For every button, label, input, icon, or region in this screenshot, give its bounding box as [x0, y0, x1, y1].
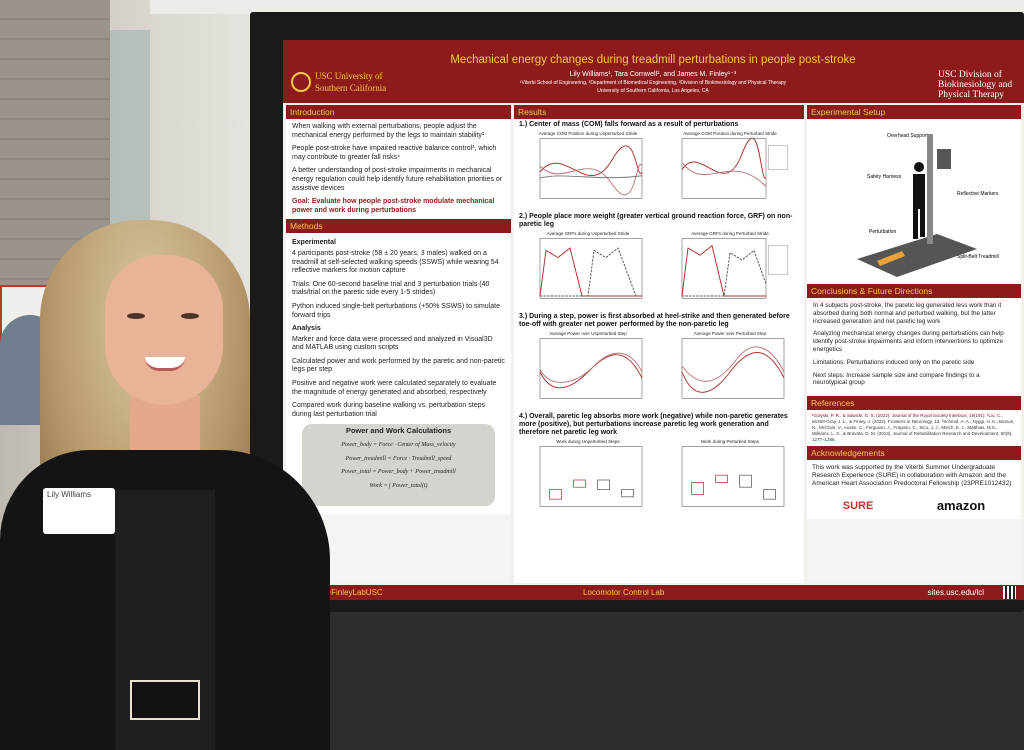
smile: [145, 357, 185, 371]
setup-label: Safety Harness: [867, 174, 902, 180]
usc-logo: USC University of Southern California: [291, 70, 415, 94]
division-logo: USC Division of Biokinesiology and Physi…: [938, 70, 1013, 100]
column-right: Experimental Setup Overhead Support Safe…: [807, 105, 1021, 583]
analysis-item: Compared work during baseline walking vs…: [292, 402, 485, 418]
column-results: Results 1.) Center of mass (COM) falls f…: [514, 105, 804, 583]
finding-1: 1.) Center of mass (COM) falls forward a…: [519, 121, 739, 128]
equation: Power_treadmill = Force · Treadmill_spee…: [345, 455, 452, 462]
finding-2: 2.) People place more weight (greater ve…: [519, 213, 793, 228]
plot-row-com: Average COM Position during Unperturbed …: [514, 131, 804, 211]
analysis-label: Analysis: [292, 325, 321, 333]
setup-label: Reflective Markers: [957, 191, 999, 197]
qr-code-icon: [1003, 586, 1016, 599]
references-body: ¹Golyski, P. R., & Sawicki, G. S. (2022)…: [807, 410, 1021, 447]
power-plot-perturbed: Average Power over Perturbed Step: [661, 331, 799, 411]
results-heading: Results: [514, 105, 804, 119]
research-poster: USC University of Southern California Me…: [283, 40, 1024, 600]
eye: [181, 313, 199, 319]
sure-logo: SURE: [842, 499, 874, 512]
grf-plot-lines: [539, 238, 643, 299]
column-left: Introduction When walking with external …: [286, 105, 511, 583]
references-heading: References: [807, 396, 1021, 411]
conclusions-heading: Conclusions & Future Directions: [807, 284, 1021, 298]
work-boxplot: [681, 446, 785, 507]
equation: Power_total = Power_body + Power_treadmi…: [341, 469, 456, 476]
conclusion-bullet: Next steps: Increase sample size and com…: [813, 371, 980, 387]
presenter-photo: Lily Williams: [0, 200, 330, 750]
presenter-face: [105, 255, 223, 405]
setup-label: Split-Belt Treadmill: [957, 254, 999, 260]
intro-bullet: When walking with external perturbations…: [292, 123, 485, 139]
power-plot-unperturbed: Average Power over Unperturbed Step: [519, 331, 657, 411]
eye: [127, 313, 145, 319]
amazon-logo: amazon: [936, 498, 986, 514]
equation: Power_body = Force · Center of Mass_velo…: [341, 442, 456, 449]
intro-bullet: A better understanding of post-stroke im…: [292, 167, 503, 192]
poster-header: USC University of Southern California Me…: [283, 40, 1024, 103]
name-tag: Lily Williams: [43, 488, 115, 534]
sponsor-logos: SURE amazon: [807, 492, 1021, 520]
setup-heading: Experimental Setup: [807, 105, 1021, 119]
equation-box: Power and Work Calculations Power_body =…: [302, 424, 495, 507]
conclusion-bullet: Limitations: Perturbations induced only …: [813, 358, 975, 366]
com-plot-lines: [539, 138, 643, 199]
footer-site: sites.usc.edu/lcl: [927, 588, 984, 597]
intro-heading: Introduction: [286, 105, 511, 119]
work-boxplot: [539, 446, 643, 507]
grf-plot-lines: [681, 238, 788, 299]
conclusion-bullet: In 4 subjects post-stroke, the paretic l…: [813, 302, 1002, 325]
finding-3: 3.) During a step, power is first absorb…: [519, 313, 790, 328]
finding-4: 4.) Overall, paretic leg absorbs more wo…: [519, 413, 788, 436]
analysis-item: Calculated power and work performed by t…: [292, 357, 505, 374]
work-plot-perturbed: Work during Perturbed Steps: [661, 439, 799, 519]
conclusions-body: In 4 subjects post-stroke, the paretic l…: [807, 298, 1021, 397]
com-plot-unperturbed: Average COM Position during Unperturbed …: [519, 131, 657, 211]
conclusion-bullet: Analyzing mechanical energy changes duri…: [813, 330, 1004, 353]
methods-body: Experimental 4 participants post-stroke …: [286, 233, 511, 515]
experimental-label: Experimental: [292, 239, 336, 247]
grf-plot-unperturbed: Average GRFs during Unperturbed Stride: [519, 231, 657, 311]
equation-title: Power and Work Calculations: [345, 426, 452, 436]
ceiling: [150, 0, 1024, 14]
intro-bullet: People post-stroke have impaired reactiv…: [292, 145, 497, 161]
poster-affiliations: ¹Viterbi School of Engineering, ²Departm…: [519, 80, 787, 86]
methods-heading: Methods: [286, 219, 511, 234]
poster-footer: @FinleyLabUSC Locomotor Control Lab site…: [283, 585, 1024, 600]
com-plot-lines: [681, 137, 788, 199]
setup-label: Overhead Support: [887, 133, 928, 139]
setup-diagram: Overhead Support Safety Harness Reflecti…: [807, 119, 1021, 284]
power-plot-lines: [539, 338, 643, 399]
footer-handle: @FinleyLabUSC: [323, 588, 383, 597]
treadmill-diagram: [857, 134, 977, 277]
grf-plot-perturbed: Average GRFs during Perturbed Stride: [661, 231, 799, 311]
intro-goal: Goal: Evaluate how people post-stroke mo…: [292, 198, 495, 214]
presenter-belt: [130, 680, 200, 720]
com-plot-perturbed: Average COM Position during Perturbed St…: [661, 131, 799, 211]
work-plot-unperturbed: Work during Unperturbed Steps: [519, 439, 657, 519]
plot-row-grf: Average GRFs during Unperturbed Stride A…: [514, 231, 804, 311]
poster-university: University of Southern California, Los A…: [597, 88, 709, 94]
analysis-item: Positive and negative work were calculat…: [292, 380, 497, 396]
ack-body: This work was supported by the Viterbi S…: [807, 460, 1021, 493]
intro-body: When walking with external perturbations…: [286, 119, 511, 220]
poster-authors: Lily Williams¹, Tara Cornwell², and Jame…: [569, 71, 737, 78]
setup-label: Perturbation: [869, 229, 897, 235]
methods-item: 4 participants post-stroke (58 ± 20 year…: [292, 249, 499, 275]
methods-item: Trials: One 60-second baseline trial and…: [292, 280, 490, 297]
ack-heading: Acknowledgements: [807, 446, 1021, 461]
plot-row-work: Work during Unperturbed Steps Work durin…: [514, 439, 804, 519]
footer-lab: Locomotor Control Lab: [583, 588, 665, 597]
equation: Work = ∫ Power_total(t): [369, 482, 428, 489]
plot-row-power: Average Power over Unperturbed Step Aver…: [514, 331, 804, 411]
poster-title: Mechanical energy changes during treadmi…: [450, 54, 856, 66]
methods-item: Python induced single-belt perturbations…: [292, 302, 500, 319]
power-plot-lines: [681, 338, 785, 399]
usc-seal-icon: [291, 72, 311, 92]
analysis-item: Marker and force data were processed and…: [292, 335, 493, 352]
